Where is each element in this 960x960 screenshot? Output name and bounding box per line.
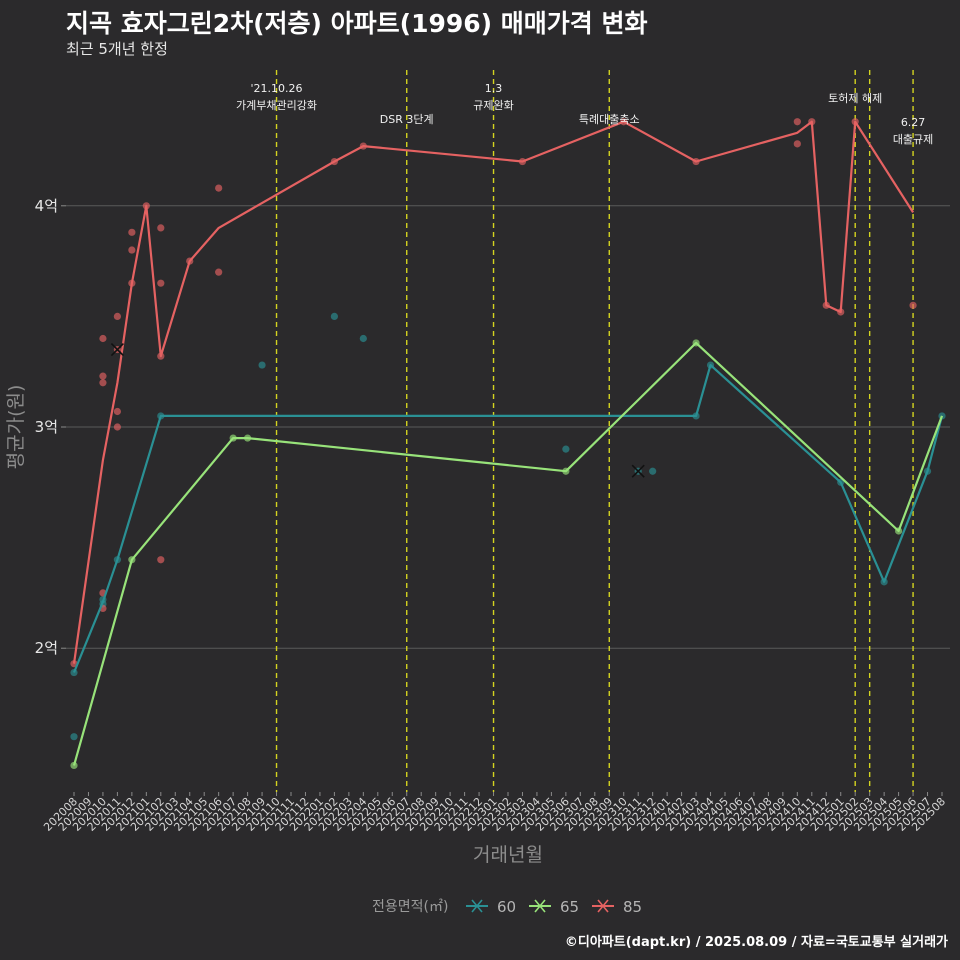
legend-swatch-cross [534, 899, 546, 913]
data-point-85 [99, 334, 107, 343]
data-point-60 [562, 445, 570, 453]
data-point-85 [215, 268, 223, 276]
y-tick-label: 2억 [35, 639, 58, 657]
event-annotation: 규제완화 [473, 99, 513, 112]
data-point-85 [157, 279, 165, 287]
data-point-85 [113, 407, 121, 416]
legend-swatch-cross [597, 899, 609, 913]
legend-label: 60 [497, 898, 516, 916]
legend-item-65: 65 [529, 898, 579, 916]
data-point-85 [128, 246, 136, 254]
data-point-85 [909, 301, 917, 309]
series-line-65 [72, 341, 944, 766]
data-point-60 [649, 467, 657, 475]
series-line-85 [72, 120, 915, 664]
event-annotation: 1.3 [485, 82, 503, 95]
chart-subtitle: 최근 5개년 한정 [66, 40, 168, 58]
data-point-60 [359, 334, 367, 343]
cross-stroke [631, 464, 645, 478]
data-point-60 [258, 361, 266, 369]
data-point-85 [99, 372, 107, 380]
data-point-60 [330, 312, 338, 320]
event-annotation: '21.10.26 [251, 82, 303, 95]
legend-item-60: 60 [466, 898, 516, 916]
data-point-85 [793, 140, 801, 148]
data-point-85 [99, 379, 107, 387]
data-point-85 [128, 228, 136, 236]
event-annotation: DSR 3단계 [380, 113, 434, 126]
data-point-85 [793, 118, 801, 126]
cross-marker-60 [631, 464, 645, 478]
event-annotation: 가계부채관리강화 [236, 99, 317, 112]
data-point-85 [113, 423, 121, 431]
series-line-60 [72, 364, 944, 673]
data-point-85 [215, 184, 223, 192]
cross-marker-85 [110, 343, 124, 357]
event-annotation: 대출규제 [893, 133, 933, 146]
y-tick-label: 3억 [35, 418, 58, 436]
legend-title: 전용면적(㎡) [372, 899, 448, 915]
chart-title: 지곡 효자그린2차(저층) 아파트(1996) 매매가격 변화 [66, 9, 648, 38]
y-tick-label: 4억 [35, 197, 58, 215]
data-point-85 [157, 224, 165, 232]
legend-label: 65 [560, 898, 579, 916]
cross-stroke [110, 343, 124, 357]
legend-item-85: 85 [592, 898, 642, 916]
event-annotation: 6.27 [901, 116, 926, 129]
data-point-85 [157, 556, 165, 564]
data-point-85 [113, 312, 121, 320]
legend-swatch-cross [471, 899, 483, 913]
event-annotation: 토허제 해제 [828, 91, 882, 105]
event-annotation: 특례대출축소 [579, 113, 640, 126]
source-caption: ©디아파트(dapt.kr) / 2025.08.09 / 자료=국토교통부 실… [564, 935, 948, 950]
y-axis-title: 평균가(원) [5, 385, 27, 470]
legend-label: 85 [623, 898, 642, 916]
x-axis-title: 거래년월 [473, 844, 543, 866]
data-point-60 [70, 733, 78, 741]
